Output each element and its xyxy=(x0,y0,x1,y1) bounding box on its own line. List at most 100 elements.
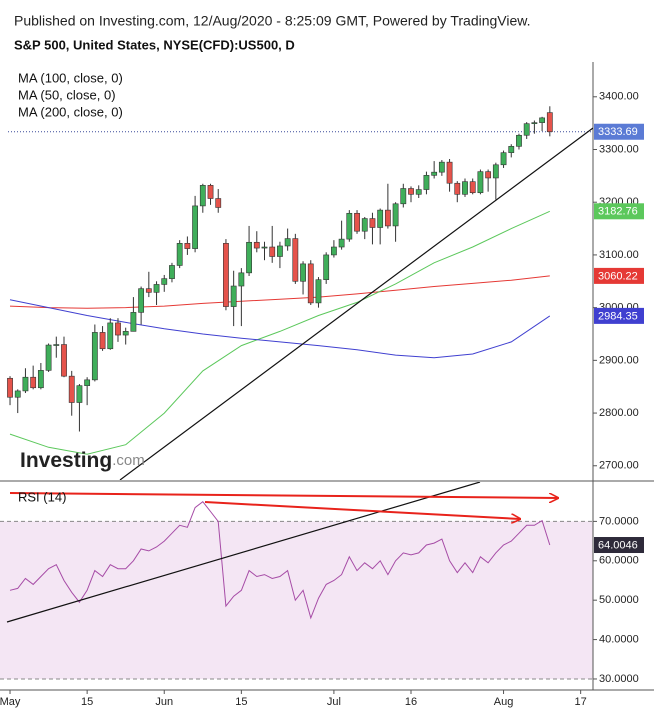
candle-body xyxy=(207,185,214,199)
header: Published on Investing.com, 12/Aug/2020 … xyxy=(14,13,531,29)
candle-body xyxy=(107,322,114,350)
candle-body xyxy=(223,243,229,307)
x-tick-label: 16 xyxy=(405,696,417,708)
x-tick-label: Jul xyxy=(327,696,341,708)
watermark: Investing.com xyxy=(20,449,145,472)
candle-body xyxy=(68,375,75,403)
y-tick-label: 3100.00 xyxy=(599,249,639,261)
candle-body xyxy=(230,285,237,307)
candle-body xyxy=(384,209,391,227)
candle-body xyxy=(408,188,414,195)
x-tick-label: 15 xyxy=(235,696,247,708)
candle-body xyxy=(523,123,530,136)
candle-body xyxy=(415,189,422,195)
candle-body xyxy=(323,254,330,280)
x-tick-label: 15 xyxy=(81,696,93,708)
x-tick-label: Aug xyxy=(494,696,514,708)
y-tick-label: 2800.00 xyxy=(599,407,639,419)
ma-last-value-box xyxy=(594,267,644,284)
legend-entry: MA (50, close, 0) xyxy=(18,87,116,102)
x-tick-label: May xyxy=(0,696,21,708)
rsi-band xyxy=(0,521,593,679)
ma-line xyxy=(9,275,550,309)
ma-last-value: 3182.76 xyxy=(598,206,638,218)
divergence-arrow xyxy=(204,501,520,519)
candle-body xyxy=(346,212,353,240)
y-tick-label: 2700.00 xyxy=(599,460,639,472)
candle-body xyxy=(531,122,538,124)
candle-body xyxy=(53,344,60,346)
candle-body xyxy=(485,171,492,179)
trend-line xyxy=(6,482,481,623)
y-tick-label: 3300.00 xyxy=(599,143,639,155)
candle-body xyxy=(169,265,175,279)
candle-body xyxy=(84,379,91,386)
last-price: 3333.69 xyxy=(598,126,638,138)
trend-line xyxy=(119,127,593,480)
legend-entry: MA (100, close, 0) xyxy=(18,70,123,85)
candle-body xyxy=(369,218,376,228)
candle-body xyxy=(238,272,245,287)
rsi-tick-label: 40.0000 xyxy=(599,633,639,645)
candle-body xyxy=(354,212,360,232)
ma-last-value-box xyxy=(594,203,644,220)
candle-body xyxy=(277,245,283,257)
candle-body xyxy=(477,171,484,194)
watermark-suffix: .com xyxy=(112,452,145,469)
candle-body xyxy=(37,370,44,389)
candle-body xyxy=(400,188,407,205)
candle-body xyxy=(22,376,29,392)
candle-body xyxy=(199,185,206,207)
candle-body xyxy=(184,243,191,249)
candle-body xyxy=(122,331,129,336)
candle-body xyxy=(500,152,507,166)
candle-body xyxy=(91,332,98,381)
x-tick-label: Jun xyxy=(155,696,173,708)
chart-title: S&P 500, United States, NYSE(CFD):US500,… xyxy=(14,37,295,52)
rsi-last-value-box xyxy=(594,537,644,554)
candle-body xyxy=(153,284,160,293)
candle-body xyxy=(61,344,67,377)
legend-entry: MA (200, close, 0) xyxy=(18,104,123,119)
rsi-last-value: 64.0046 xyxy=(598,539,638,551)
candle-body xyxy=(215,198,222,208)
rsi-label: RSI (14) xyxy=(18,489,66,504)
last-price-box xyxy=(594,123,644,140)
rsi-tick-label: 70.0000 xyxy=(599,515,639,527)
y-tick-label: 2900.00 xyxy=(599,354,639,366)
candle-body xyxy=(361,218,368,232)
candle-body xyxy=(438,161,445,173)
candle-body xyxy=(76,385,83,403)
candle-body xyxy=(446,161,453,184)
candle-body xyxy=(516,134,522,147)
candle-body xyxy=(130,312,137,332)
candle-body xyxy=(292,238,299,282)
candle-body xyxy=(269,246,276,257)
candle-body xyxy=(115,322,121,336)
candle-body xyxy=(423,175,430,190)
candle-body xyxy=(330,246,337,256)
rsi-tick-label: 30.0000 xyxy=(599,673,639,685)
x-tick-label: 17 xyxy=(575,696,587,708)
candle-body xyxy=(161,278,168,285)
candle-body xyxy=(261,246,268,249)
candle-body xyxy=(7,377,13,398)
candle-body xyxy=(469,181,476,194)
candle-body xyxy=(300,263,306,282)
candle-body xyxy=(492,164,499,179)
candle-body xyxy=(253,241,260,249)
resistance-arrow xyxy=(9,492,558,498)
candle-body xyxy=(192,205,198,249)
y-tick-label: 3400.00 xyxy=(599,91,639,103)
candle-body xyxy=(246,241,252,274)
candle-body xyxy=(14,390,21,398)
candle-body xyxy=(462,181,468,195)
candle-body xyxy=(284,238,291,247)
watermark-brand: Investing xyxy=(20,449,112,472)
candle-body xyxy=(30,376,37,389)
candle-body xyxy=(539,117,546,123)
candle-body xyxy=(315,279,322,304)
candle-body xyxy=(392,203,399,227)
rsi-tick-label: 50.0000 xyxy=(599,594,639,606)
